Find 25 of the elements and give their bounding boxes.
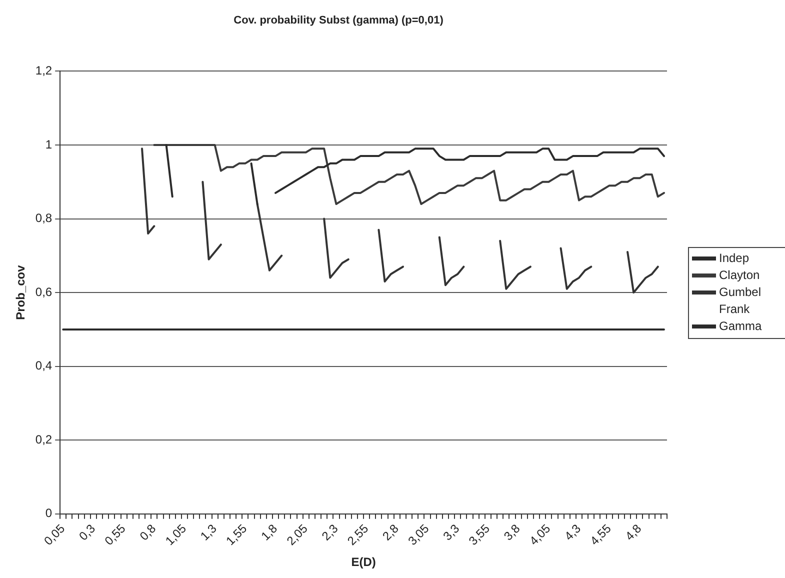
text: Frank <box>719 302 751 316</box>
x-tick-label: 2,8 <box>380 521 402 544</box>
y-tick-label: 1 <box>45 137 52 152</box>
x-tick-label: 1,8 <box>258 521 280 544</box>
legend-label: Gamma <box>719 318 762 333</box>
y-tick-label: 1,2 <box>35 64 52 78</box>
y-tick-label: 0,8 <box>35 211 52 226</box>
x-tick-label: 0,8 <box>136 521 159 544</box>
x-tick-label: 4,8 <box>622 521 644 544</box>
y-tick-label: 0,6 <box>35 284 52 299</box>
y-tick-label: 0,4 <box>35 358 52 373</box>
x-tick-label: 4,3 <box>562 521 584 544</box>
x-tick-label: 3,8 <box>501 521 523 544</box>
y-tick-label: 0,2 <box>35 432 52 446</box>
x-tick-label: 0,3 <box>76 521 98 544</box>
y-tick-label: 0 <box>45 506 52 520</box>
x-tick-label: 3,3 <box>440 521 462 544</box>
x-axis-title: E(D) <box>351 555 376 570</box>
legend-label: Clayton <box>719 268 760 282</box>
x-tick-label: 1,3 <box>198 521 220 544</box>
x-tick-label: 2,3 <box>318 521 341 544</box>
legend-label: Indep <box>719 250 750 265</box>
chart-title: Cov. probability Subst (gamma) (p=0,01) <box>234 14 444 27</box>
y-axis-title: Prob_cov <box>14 264 28 320</box>
legend-label: Gumbel <box>719 284 762 299</box>
